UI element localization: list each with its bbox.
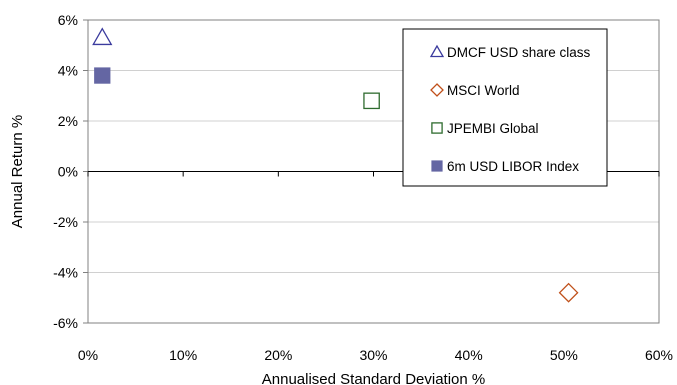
legend: DMCF USD share class MSCI World JPEMBI Glo… — [402, 28, 608, 187]
legend-marker-msci-world — [430, 83, 444, 97]
y-tick-label: 0% — [58, 164, 78, 180]
data-point-jpembi-global — [363, 92, 380, 110]
data-point-dmcf-usd-share-class — [92, 27, 113, 46]
y-axis-label: Annual Return % — [9, 115, 26, 228]
y-tick-label: 4% — [58, 63, 78, 79]
y-tick-label: -4% — [53, 265, 78, 281]
y-tick-label: -2% — [53, 214, 78, 230]
data-point-msci-world — [558, 282, 579, 303]
legend-items: DMCF USD share class MSCI World JPEMBI Glo… — [429, 44, 591, 174]
x-tick-label: 20% — [264, 347, 292, 363]
legend-marker-dmcf-usd-share-class — [429, 44, 445, 58]
x-tick-label: 50% — [550, 347, 578, 363]
y-axis-ticks: 6% 4% 2% 0% -2% -4% -6% — [53, 12, 88, 331]
x-tick-label: 40% — [455, 347, 483, 363]
legend-marker-jpembi-global — [431, 122, 443, 134]
legend-label-jpembi-global: JPEMBI Global — [447, 121, 539, 136]
legend-box — [402, 28, 608, 187]
x-tick-label: 0% — [78, 347, 98, 363]
x-tick-label: 60% — [645, 347, 673, 363]
x-axis-ticks: 0% 10% 20% 30% 40% 50% 60% — [78, 171, 673, 363]
data-points — [92, 27, 579, 303]
legend-marker-6m-usd-libor-index — [431, 160, 443, 172]
legend-label-msci-world: MSCI World — [447, 83, 520, 98]
y-tick-label: 6% — [58, 12, 78, 28]
data-point-6m-usd-libor-index — [94, 67, 111, 84]
x-axis-label: Annualised Standard Deviation % — [262, 371, 485, 385]
x-tick-label: 30% — [359, 347, 387, 363]
x-tick-label: 10% — [169, 347, 197, 363]
y-tick-label: 2% — [58, 113, 78, 129]
legend-label-6m-usd-libor-index: 6m USD LIBOR Index — [447, 159, 579, 174]
legend-label-dmcf-usd-share-class: DMCF USD share class — [447, 45, 591, 60]
y-tick-label: -6% — [53, 315, 78, 331]
